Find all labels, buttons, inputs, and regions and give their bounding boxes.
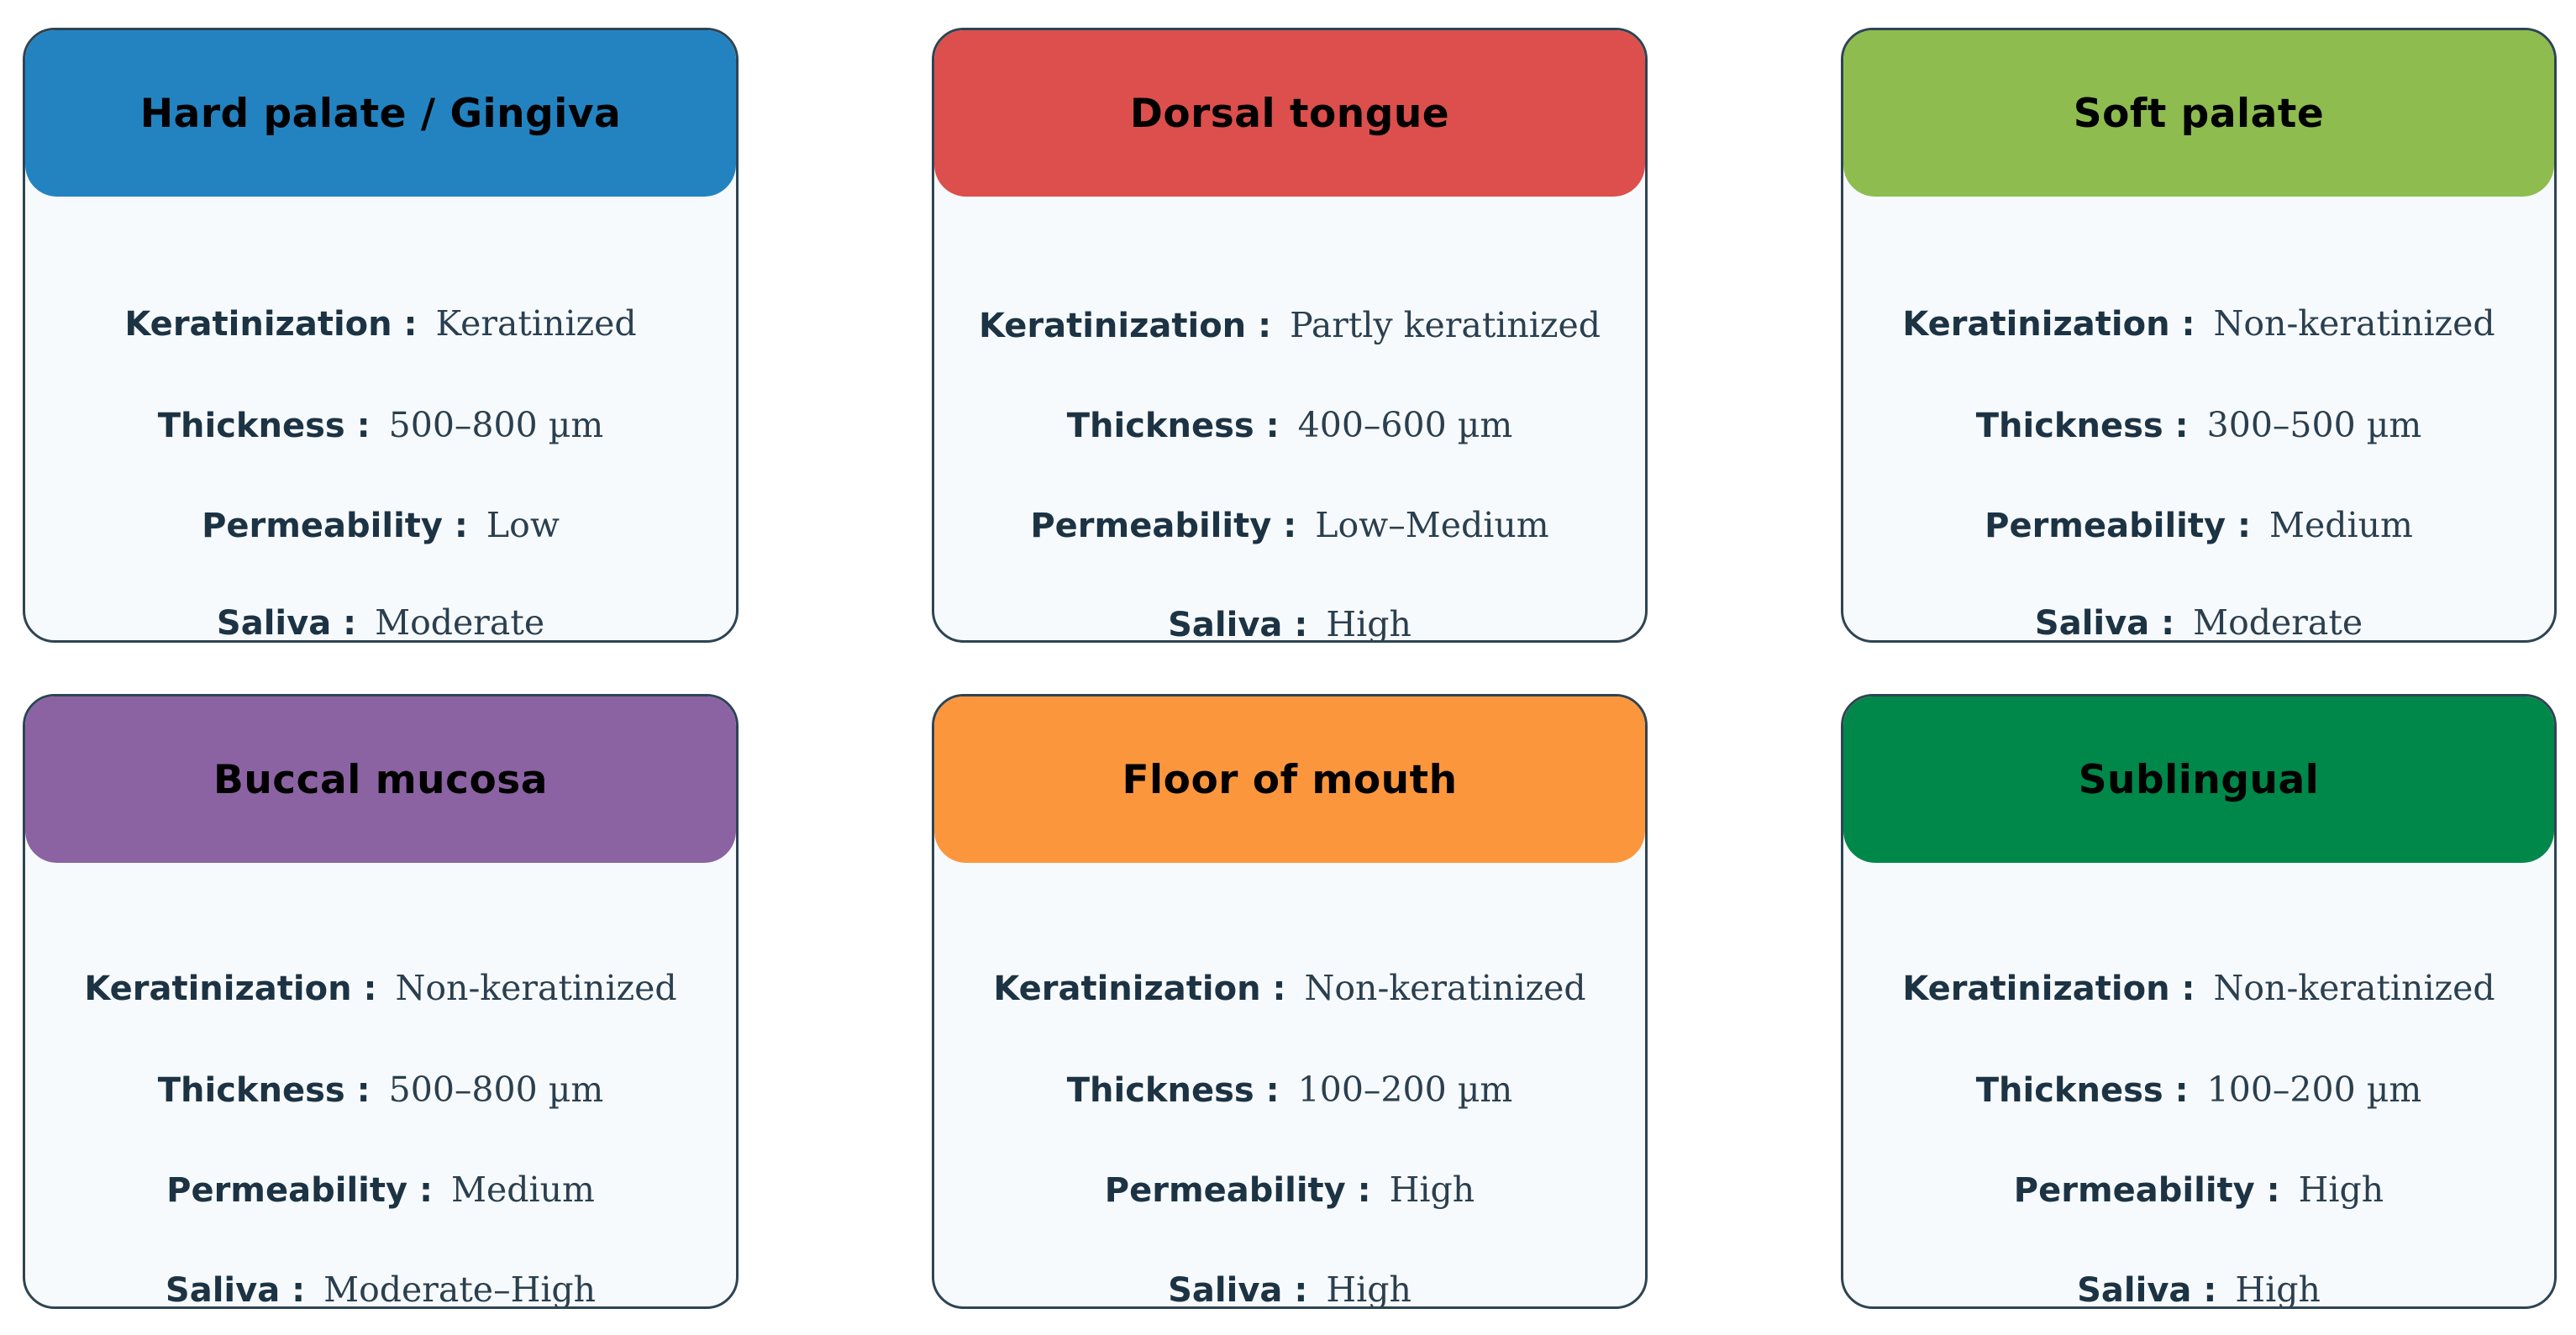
card-body: Keratinization : Non-keratinized Thickne… bbox=[25, 863, 736, 1309]
field-value: Non-keratinized bbox=[395, 968, 677, 1008]
field-value: Partly keratinized bbox=[1290, 305, 1601, 345]
card-soft-palate: Soft palate Keratinization : Non-keratin… bbox=[1841, 28, 2557, 643]
card-header: Soft palate bbox=[1843, 30, 2554, 197]
card-header: Dorsal tongue bbox=[934, 30, 1645, 197]
field-thickness: Thickness : 500–800 µm bbox=[25, 1070, 736, 1110]
card-body: Keratinization : Partly keratinized Thic… bbox=[934, 197, 1645, 643]
field-label: Keratinization : bbox=[993, 970, 1286, 1008]
field-value: Moderate–High bbox=[323, 1269, 597, 1309]
card-sublingual: Sublingual Keratinization : Non-keratini… bbox=[1841, 694, 2557, 1309]
field-value: High bbox=[2235, 1269, 2321, 1309]
field-label: Saliva : bbox=[1168, 1271, 1308, 1309]
field-value: High bbox=[1389, 1169, 1475, 1210]
card-hard-palate-gingiva: Hard palate / Gingiva Keratinization : K… bbox=[23, 28, 739, 643]
card-header: Buccal mucosa bbox=[25, 696, 736, 863]
field-value: 100–200 µm bbox=[1297, 1070, 1513, 1110]
card-buccal-mucosa: Buccal mucosa Keratinization : Non-kerat… bbox=[23, 694, 739, 1309]
field-value: Moderate bbox=[2193, 602, 2363, 643]
field-keratinization: Keratinization : Non-keratinized bbox=[934, 968, 1645, 1008]
card-body: Keratinization : Non-keratinized Thickne… bbox=[1843, 197, 2554, 643]
field-label: Keratinization : bbox=[124, 305, 418, 344]
field-value: 500–800 µm bbox=[388, 405, 604, 445]
field-thickness: Thickness : 500–800 µm bbox=[25, 405, 736, 445]
field-thickness: Thickness : 300–500 µm bbox=[1843, 405, 2554, 445]
field-value: High bbox=[1326, 1269, 1412, 1309]
card-header: Floor of mouth bbox=[934, 696, 1645, 863]
field-keratinization: Keratinization : Keratinized bbox=[25, 303, 736, 344]
field-permeability: Permeability : Low–Medium bbox=[934, 505, 1645, 545]
field-value: High bbox=[2298, 1169, 2384, 1210]
field-saliva: Saliva : Moderate bbox=[25, 602, 736, 643]
field-value: High bbox=[1326, 604, 1412, 643]
field-label: Keratinization : bbox=[1902, 305, 2195, 344]
field-value: 500–800 µm bbox=[388, 1070, 604, 1110]
field-label: Saliva : bbox=[2077, 1271, 2217, 1309]
field-keratinization: Keratinization : Partly keratinized bbox=[934, 305, 1645, 345]
field-value: Non-keratinized bbox=[2213, 303, 2495, 344]
card-title: Floor of mouth bbox=[1122, 756, 1458, 803]
field-label: Saliva : bbox=[2034, 604, 2175, 643]
field-saliva: Saliva : High bbox=[1843, 1269, 2554, 1309]
field-label: Permeability : bbox=[202, 507, 468, 545]
card-title: Buccal mucosa bbox=[213, 756, 548, 803]
card-floor-of-mouth: Floor of mouth Keratinization : Non-kera… bbox=[932, 694, 1648, 1309]
card-dorsal-tongue: Dorsal tongue Keratinization : Partly ke… bbox=[932, 28, 1648, 643]
field-label: Thickness : bbox=[1975, 1071, 2189, 1110]
field-label: Saliva : bbox=[216, 604, 357, 643]
field-value: 400–600 µm bbox=[1297, 405, 1513, 445]
field-value: Non-keratinized bbox=[2213, 968, 2495, 1008]
field-label: Permeability : bbox=[1985, 507, 2251, 545]
field-keratinization: Keratinization : Non-keratinized bbox=[25, 968, 736, 1008]
field-label: Permeability : bbox=[166, 1171, 433, 1210]
field-saliva: Saliva : Moderate bbox=[1843, 602, 2554, 643]
field-label: Saliva : bbox=[1168, 606, 1308, 643]
field-value: Low bbox=[486, 505, 560, 545]
field-value: Low–Medium bbox=[1315, 505, 1549, 545]
field-label: Permeability : bbox=[2013, 1171, 2280, 1210]
card-body: Keratinization : Non-keratinized Thickne… bbox=[1843, 863, 2554, 1309]
field-label: Thickness : bbox=[1975, 407, 2189, 445]
field-saliva: Saliva : High bbox=[934, 1269, 1645, 1309]
field-value: 300–500 µm bbox=[2206, 405, 2422, 445]
field-value: Moderate bbox=[375, 602, 545, 643]
field-label: Permeability : bbox=[1104, 1171, 1371, 1210]
field-label: Keratinization : bbox=[1902, 970, 2195, 1008]
card-title: Dorsal tongue bbox=[1129, 90, 1450, 137]
field-label: Saliva : bbox=[165, 1271, 306, 1309]
field-permeability: Permeability : Low bbox=[25, 505, 736, 545]
field-keratinization: Keratinization : Non-keratinized bbox=[1843, 968, 2554, 1008]
field-label: Keratinization : bbox=[978, 307, 1272, 345]
field-label: Thickness : bbox=[157, 407, 371, 445]
field-label: Permeability : bbox=[1030, 507, 1297, 545]
field-permeability: Permeability : High bbox=[934, 1169, 1645, 1210]
field-permeability: Permeability : Medium bbox=[1843, 505, 2554, 545]
field-value: Medium bbox=[2268, 505, 2413, 545]
card-title: Soft palate bbox=[2073, 90, 2325, 137]
field-label: Thickness : bbox=[1066, 1071, 1280, 1110]
field-thickness: Thickness : 100–200 µm bbox=[1843, 1070, 2554, 1110]
field-value: Keratinized bbox=[435, 303, 637, 344]
field-saliva: Saliva : High bbox=[934, 604, 1645, 643]
card-body: Keratinization : Keratinized Thickness :… bbox=[25, 197, 736, 643]
field-permeability: Permeability : High bbox=[1843, 1169, 2554, 1210]
card-title: Hard palate / Gingiva bbox=[139, 90, 622, 137]
card-header: Hard palate / Gingiva bbox=[25, 30, 736, 197]
field-label: Thickness : bbox=[1066, 407, 1280, 445]
card-body: Keratinization : Non-keratinized Thickne… bbox=[934, 863, 1645, 1309]
field-value: Non-keratinized bbox=[1304, 968, 1586, 1008]
field-value: 100–200 µm bbox=[2206, 1070, 2422, 1110]
field-saliva: Saliva : Moderate–High bbox=[25, 1269, 736, 1309]
field-permeability: Permeability : Medium bbox=[25, 1169, 736, 1210]
field-thickness: Thickness : 400–600 µm bbox=[934, 405, 1645, 445]
field-keratinization: Keratinization : Non-keratinized bbox=[1843, 303, 2554, 344]
field-label: Thickness : bbox=[157, 1071, 371, 1110]
card-title: Sublingual bbox=[2078, 756, 2320, 803]
card-header: Sublingual bbox=[1843, 696, 2554, 863]
field-value: Medium bbox=[450, 1169, 595, 1210]
field-thickness: Thickness : 100–200 µm bbox=[934, 1070, 1645, 1110]
field-label: Keratinization : bbox=[84, 970, 377, 1008]
